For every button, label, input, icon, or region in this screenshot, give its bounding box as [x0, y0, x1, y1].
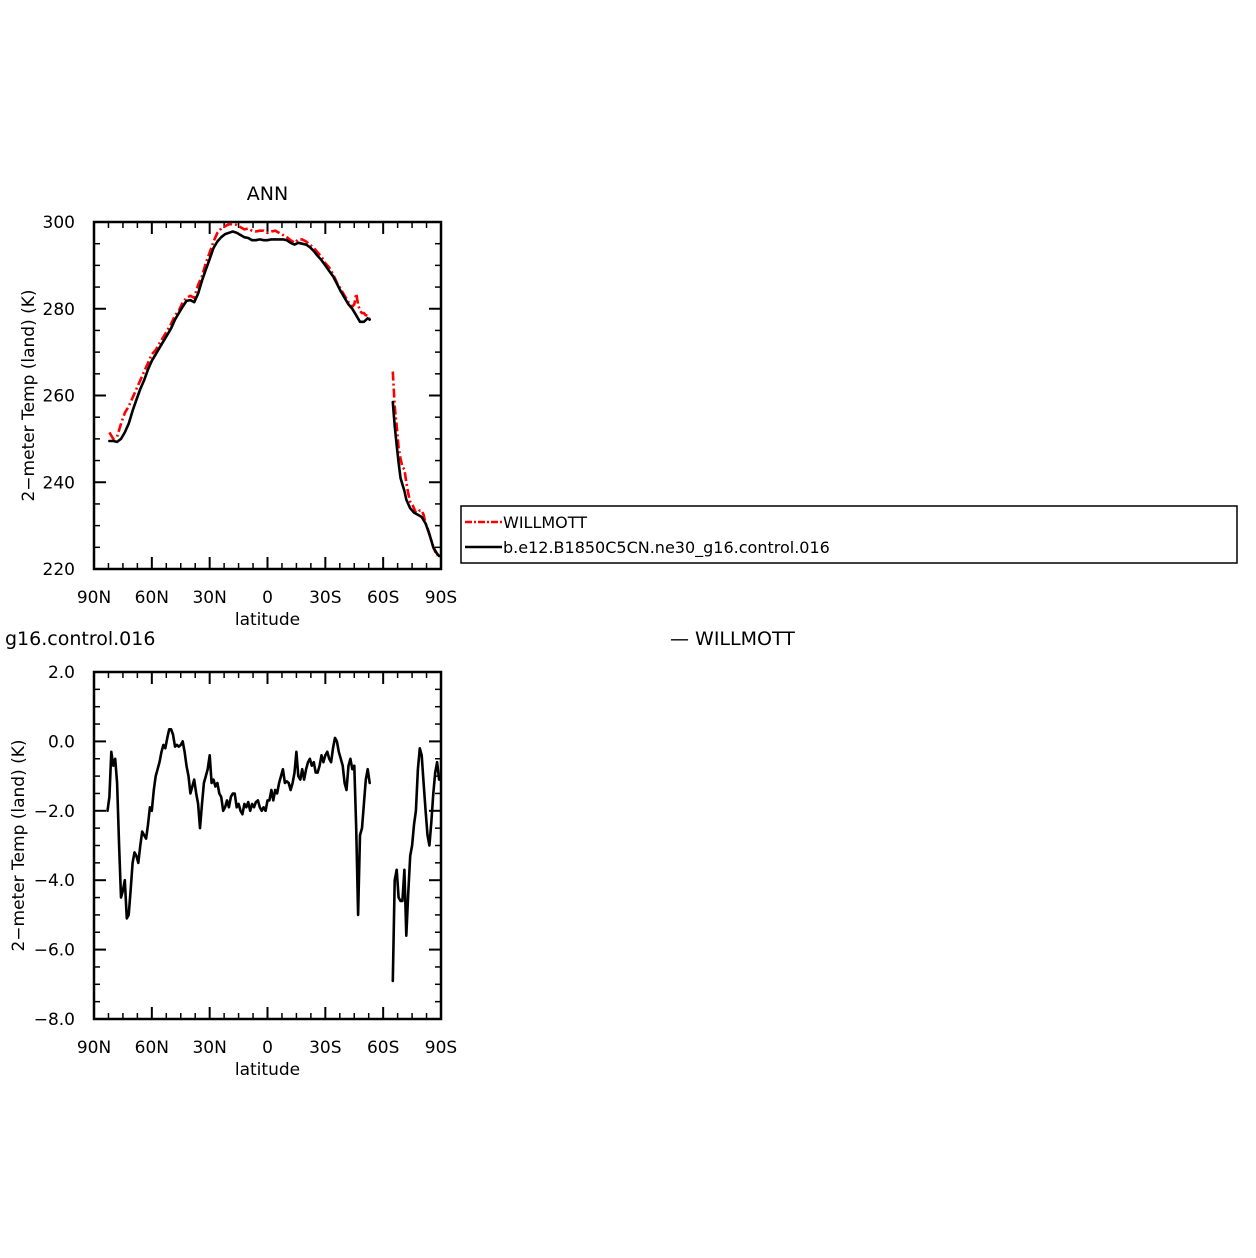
series-line-difference [106, 728, 371, 920]
y-tick-label: −6.0 [34, 941, 75, 961]
x-tick-label: 30N [192, 588, 226, 608]
lower-panel-legend-fragment: — WILLMOTT [670, 628, 795, 650]
y-tick-label: −8.0 [34, 1010, 75, 1030]
y-tick-label: 0.0 [48, 732, 75, 752]
y-tick-label: 260 [43, 387, 75, 407]
x-tick-label: 30S [309, 1038, 341, 1058]
x-tick-label: 90N [77, 1038, 111, 1058]
x-tick-label: 90S [425, 588, 457, 608]
x-tick-label: 60N [135, 1038, 169, 1058]
y-tick-label: −4.0 [34, 871, 75, 891]
lower-panel-title-fragment: g16.control.016 [5, 628, 155, 650]
x-tick-label: 0 [262, 588, 273, 608]
x-tick-label: 30N [192, 1038, 226, 1058]
x-axis-label: latitude [235, 1060, 300, 1080]
y-tick-label: 2.0 [48, 663, 75, 683]
legend: WILLMOTT b.e12.B1850C5CN.ne30_g16.control… [460, 505, 1238, 564]
legend-label: WILLMOTT [503, 513, 587, 532]
legend-label: b.e12.B1850C5CN.ne30_g16.control.016 [503, 538, 830, 558]
x-tick-label: 90N [77, 588, 111, 608]
series-line-b [391, 400, 441, 558]
series-line-willmott [108, 222, 371, 441]
plot-frame [92, 670, 443, 1021]
chart-panel-2: 90N 60N 30N 0 30S 60S 90S −8.0 −6.0 −4.0 −2.0 0.0 2.… [9, 663, 457, 1080]
legend-box [460, 505, 1238, 564]
y-tick-label: 300 [43, 213, 75, 233]
x-tick-label: 30S [309, 588, 341, 608]
series-line-b [108, 230, 371, 444]
y-axis-label: 2−meter Temp (land) (K) [19, 289, 39, 501]
chart-panel-1: 90N 60N 30N 0 30S 60S 90S 220 240 260 280 300 latitu… [19, 183, 1238, 630]
series-line-difference [391, 747, 441, 983]
x-tick-label: 0 [262, 1038, 273, 1058]
y-tick-label: 240 [43, 473, 75, 493]
plot-frame [92, 220, 443, 571]
x-tick-label: 60S [367, 1038, 399, 1058]
x-axis-label: latitude [235, 610, 300, 630]
x-tick-label: 60N [135, 588, 169, 608]
y-axis-label: 2−meter Temp (land) (K) [9, 739, 29, 951]
y-tick-label: 280 [43, 300, 75, 320]
y-tick-label: 220 [43, 560, 75, 580]
y-tick-label: −2.0 [34, 802, 75, 822]
x-tick-label: 90S [425, 1038, 457, 1058]
chart-title: ANN [247, 183, 288, 205]
x-tick-label: 60S [367, 588, 399, 608]
